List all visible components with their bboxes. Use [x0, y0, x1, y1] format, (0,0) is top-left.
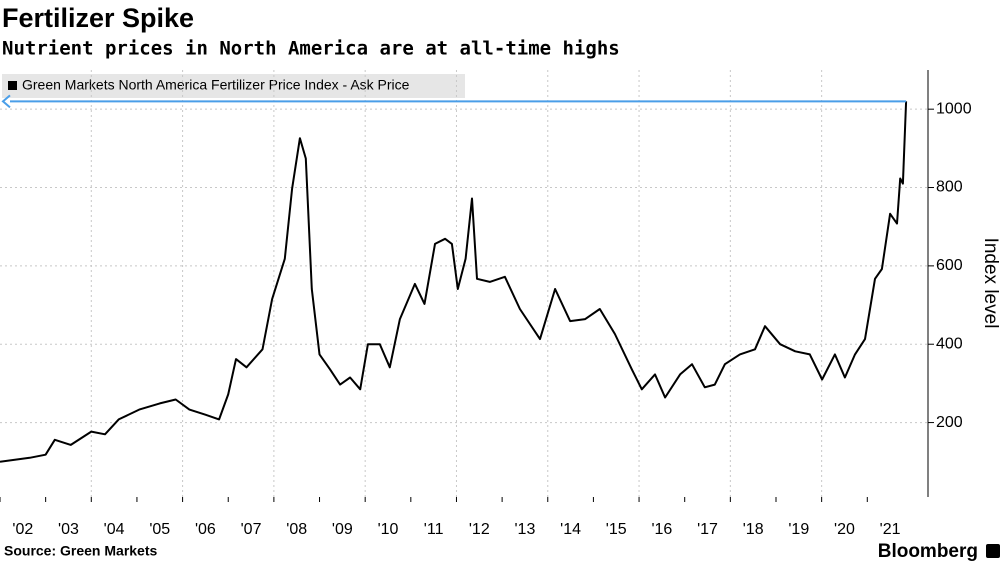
source: Source: Green Markets: [4, 543, 157, 559]
x-tick-label: '15: [606, 521, 627, 538]
x-tick-label: '03: [58, 521, 79, 538]
legend-label: Green Markets North America Fertilizer P…: [22, 77, 410, 93]
chart-title: Fertilizer Spike: [2, 3, 194, 33]
x-tick-label: '07: [241, 521, 262, 538]
x-tick-label: '14: [560, 521, 581, 538]
x-tick-label: '08: [286, 521, 307, 538]
y-tick-label: 200: [936, 414, 963, 431]
x-tick-label: '13: [515, 521, 536, 538]
chart-subtitle: Nutrient prices in North America are at …: [2, 38, 620, 60]
x-tick-label: '12: [469, 521, 490, 538]
legend-box: [2, 74, 465, 98]
brand: Bloomberg: [878, 541, 978, 562]
brand-icon: [986, 544, 1000, 558]
y-axis-label: Index level: [980, 238, 1001, 329]
x-tick-label: '02: [12, 521, 33, 538]
x-tick-label: '17: [697, 521, 718, 538]
x-tick-label: '09: [332, 521, 353, 538]
y-tick-label: 400: [936, 335, 963, 352]
y-tick-label: 600: [936, 257, 963, 274]
x-tick-label: '20: [834, 521, 855, 538]
line-series: [0, 101, 908, 463]
x-tick-label: '19: [788, 521, 809, 538]
x-tick-label: '21: [880, 521, 901, 538]
x-tick-label: '11: [424, 521, 444, 538]
x-tick-label: '04: [104, 521, 125, 538]
x-tick-label: '05: [149, 521, 170, 538]
x-tick-label: '18: [743, 521, 764, 538]
x-tick-label: '10: [378, 521, 399, 538]
y-tick-label: 1000: [936, 100, 972, 117]
y-tick-label: 800: [936, 179, 963, 196]
annotation-arrowhead: [1, 94, 11, 109]
x-tick-label: '06: [195, 521, 216, 538]
x-tick-label: '16: [651, 521, 672, 538]
legend-swatch: [8, 81, 17, 90]
